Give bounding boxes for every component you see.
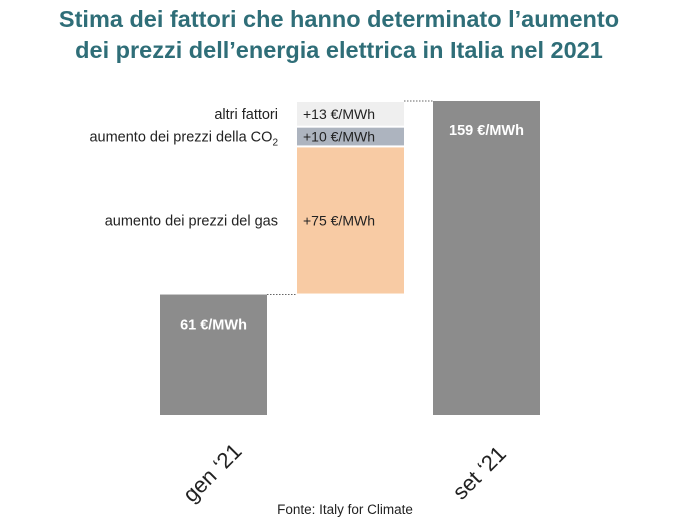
- step-2-name: aumento dei prezzi della CO2: [89, 130, 278, 149]
- step-1-name: aumento dei prezzi del gas: [105, 213, 278, 229]
- bar-step-3-label: +13 €/MWh: [303, 106, 375, 122]
- category-label-1: gen ‘21: [178, 438, 247, 507]
- bar-start-label: 61 €/MWh: [180, 318, 247, 334]
- bar-end: [433, 101, 540, 415]
- chart-title: Stima dei fattori che hanno determinato …: [0, 4, 678, 66]
- bar-start: [160, 294, 267, 415]
- bar-step-2: [297, 127, 404, 146]
- chart-title-line-2: dei prezzi dell’energia elettrica in Ita…: [75, 37, 603, 63]
- bar-step-3: [297, 102, 404, 126]
- category-label-2: set ‘21: [447, 441, 511, 505]
- bar-end-label: 159 €/MWh: [449, 123, 524, 139]
- bar-step-1: [297, 147, 404, 294]
- bar-step-2-label: +10 €/MWh: [303, 129, 375, 145]
- step-3-name: altri fattori: [214, 107, 278, 123]
- chart-title-line-1: Stima dei fattori che hanno determinato …: [58, 6, 620, 32]
- source-note: Fonte: Italy for Climate: [277, 502, 413, 517]
- bar-step-1-label: +75 €/MWh: [303, 212, 375, 228]
